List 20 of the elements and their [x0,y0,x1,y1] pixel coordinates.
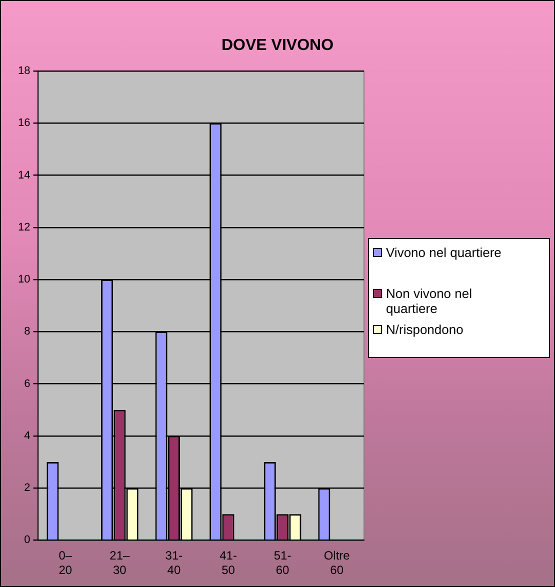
legend-label: Non vivono nel quartiere [386,286,473,316]
legend-label: Vivono nel quartiere [386,245,502,260]
x-tick-label: 41-50 [220,548,237,578]
x-tick-label: 0–20 [58,548,72,578]
y-tick-label: 14 [18,169,30,182]
y-tick-label: 8 [24,326,30,338]
y-tick-label: 2 [24,482,30,494]
chart-title: DOVE VIVONO [220,37,335,55]
x-tick-label: Oltre 60 [324,548,350,578]
y-tick-label: 10 [18,274,30,286]
y-tick-label: 12 [18,221,30,234]
y-tick-label: 18 [18,65,30,78]
y-tick-label: 16 [18,117,30,130]
x-tick-label: 21–30 [110,548,130,578]
y-tick-label: 0 [24,534,30,546]
x-tick-label: 51-60 [274,548,292,578]
legend-label: N/rispondono [386,322,464,337]
x-tick-label: 31-40 [165,548,183,578]
y-tick-label: 6 [24,378,30,390]
y-tick-label: 4 [24,430,30,442]
